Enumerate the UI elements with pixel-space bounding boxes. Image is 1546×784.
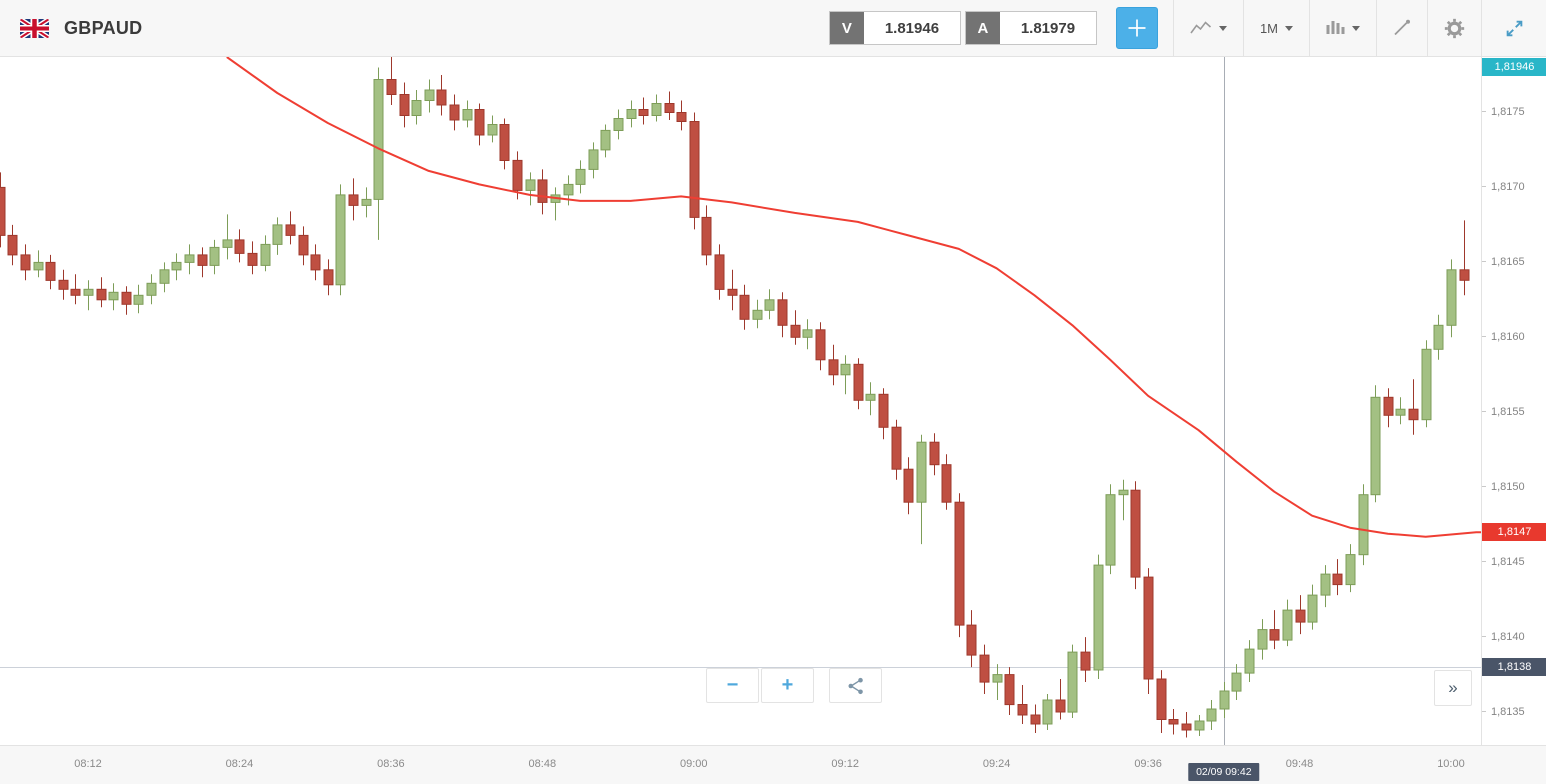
zoom-controls: − + — [706, 668, 884, 703]
price-axis[interactable]: 1,81946 1,8147 1,8138 1,8175 1,8170 1,8165… — [1481, 57, 1546, 745]
sell-price-value: 1.81946 — [884, 19, 940, 37]
time-tick-label: 09:24 — [982, 758, 1011, 770]
price-tick-label: 1,8135 — [1482, 706, 1525, 719]
time-tick-label: 08:12 — [74, 758, 102, 770]
line-chart-icon — [1190, 21, 1211, 34]
instrument-symbol: GBPAUD — [64, 17, 143, 38]
chart-plot-area[interactable]: − + » — [0, 57, 1481, 745]
timeframe-dropdown[interactable]: 1M — [1242, 0, 1309, 57]
buy-price-value: 1.81979 — [1020, 19, 1076, 37]
time-tick-label: 09:12 — [831, 758, 859, 770]
candlestick-chart-canvas[interactable] — [0, 57, 1481, 745]
zoom-in-button[interactable]: + — [761, 668, 814, 703]
price-tick-label: 1,8140 — [1482, 631, 1525, 644]
crosshair-tool-button[interactable] — [1115, 7, 1158, 49]
price-tick-label: 1,8145 — [1482, 556, 1525, 569]
time-tick-label: 09:48 — [1285, 758, 1314, 770]
settings-button[interactable] — [1427, 0, 1481, 57]
share-button[interactable] — [829, 668, 882, 703]
chart-toolbar: GBPAUD V 1.81946 A 1.81979 1M — [0, 0, 1546, 57]
fullscreen-button[interactable] — [1481, 0, 1546, 57]
gear-icon — [1444, 18, 1465, 38]
buy-price-button[interactable]: A 1.81979 — [964, 11, 1097, 45]
candlestick-bars-icon — [1326, 21, 1345, 34]
time-tick-label: 08:36 — [377, 758, 405, 770]
gbpaud-flag-icon — [20, 18, 49, 38]
time-axis[interactable]: 02/09 09:42 08:12 08:24 08:36 08:48 09:00 09:… — [0, 745, 1546, 784]
trend-line-icon — [1394, 19, 1410, 36]
instrument-info: GBPAUD — [0, 18, 142, 39]
chevron-down-icon — [1352, 25, 1360, 31]
time-tick-label: 08:24 — [225, 758, 254, 770]
time-tick-label: 10:00 — [1437, 758, 1465, 770]
price-tick-label: 1,8170 — [1482, 181, 1525, 194]
buy-label: A — [965, 12, 1000, 44]
price-tick-label: 1,8165 — [1482, 256, 1525, 269]
candle-style-dropdown[interactable] — [1309, 0, 1376, 57]
toolbar-controls: V 1.81946 A 1.81979 1M — [828, 0, 1546, 57]
crosshair-time-badge: 02/09 09:42 — [1188, 763, 1260, 781]
price-tick-label: 1,8155 — [1482, 406, 1525, 419]
chevron-down-icon — [1218, 25, 1227, 31]
timeframe-label: 1M — [1259, 20, 1278, 36]
zoom-out-button[interactable]: − — [706, 668, 759, 703]
chevron-down-icon — [1285, 25, 1293, 31]
collapse-panel-button[interactable]: » — [1434, 670, 1472, 706]
time-tick-label: 09:00 — [679, 758, 708, 770]
crosshair-icon — [1128, 19, 1146, 37]
drawing-tools-button[interactable] — [1376, 0, 1427, 57]
price-tick-label: 1,8150 — [1482, 481, 1525, 494]
price-tick-label: 1,8160 — [1482, 331, 1525, 344]
sell-label: V — [829, 12, 864, 44]
level-price-badge: 1,8138 — [1482, 658, 1546, 677]
chart-type-dropdown[interactable] — [1172, 0, 1243, 57]
expand-icon — [1506, 20, 1522, 36]
share-icon — [848, 677, 863, 694]
sell-price-button[interactable]: V 1.81946 — [828, 11, 961, 45]
price-tick-label: 1,8175 — [1482, 106, 1525, 119]
time-tick-label: 09:36 — [1134, 758, 1162, 770]
ma-value-badge: 1,8147 — [1482, 523, 1546, 542]
time-tick-label: 08:48 — [528, 758, 557, 770]
current-price-badge: 1,81946 — [1482, 58, 1546, 76]
